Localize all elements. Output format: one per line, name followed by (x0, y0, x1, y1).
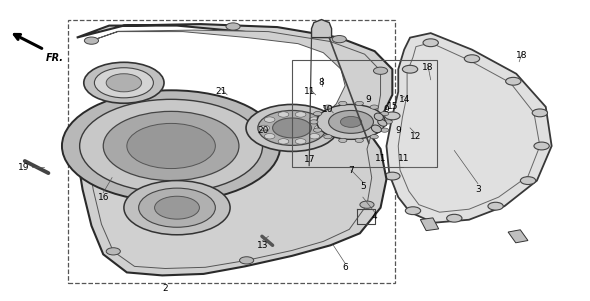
Text: 14: 14 (398, 95, 410, 104)
Circle shape (278, 139, 289, 144)
Text: 11: 11 (398, 154, 410, 163)
Circle shape (309, 134, 320, 139)
Circle shape (258, 110, 326, 145)
Text: 9: 9 (366, 95, 372, 104)
Text: 16: 16 (97, 193, 109, 202)
Text: 19: 19 (18, 163, 30, 172)
Circle shape (273, 118, 312, 138)
Circle shape (310, 120, 318, 124)
Circle shape (385, 172, 400, 180)
Text: 8: 8 (319, 78, 324, 87)
Circle shape (139, 188, 215, 227)
Text: 7: 7 (348, 166, 354, 175)
Polygon shape (312, 20, 332, 38)
Text: 15: 15 (386, 102, 398, 111)
Text: 2: 2 (162, 284, 168, 293)
Circle shape (103, 111, 239, 181)
Circle shape (106, 74, 142, 92)
Circle shape (246, 104, 338, 151)
Ellipse shape (374, 113, 384, 120)
Circle shape (370, 105, 378, 109)
Text: 21: 21 (215, 87, 227, 96)
Circle shape (240, 257, 254, 264)
Circle shape (532, 109, 548, 117)
Text: 11: 11 (304, 87, 316, 96)
Circle shape (155, 196, 199, 219)
Text: 10: 10 (322, 105, 333, 114)
Circle shape (360, 201, 374, 208)
Circle shape (506, 77, 521, 85)
Circle shape (264, 134, 275, 139)
Text: 17: 17 (304, 155, 316, 164)
Text: 6: 6 (342, 263, 348, 272)
Circle shape (106, 248, 120, 255)
Circle shape (80, 150, 94, 157)
Circle shape (402, 65, 418, 73)
Circle shape (309, 117, 320, 122)
Circle shape (355, 101, 363, 106)
Polygon shape (420, 218, 439, 231)
Circle shape (264, 117, 275, 122)
Circle shape (324, 135, 332, 139)
Text: 9: 9 (395, 126, 401, 135)
Circle shape (259, 125, 270, 131)
Circle shape (373, 67, 388, 74)
Text: 12: 12 (410, 132, 422, 141)
Text: 20: 20 (257, 126, 268, 135)
Text: 18: 18 (422, 63, 434, 72)
Text: 11: 11 (375, 154, 386, 163)
Circle shape (464, 55, 480, 63)
Text: 3: 3 (475, 185, 481, 194)
Ellipse shape (378, 119, 387, 126)
Circle shape (381, 128, 389, 132)
Text: 5: 5 (360, 182, 366, 191)
Circle shape (355, 138, 363, 142)
Circle shape (296, 112, 306, 117)
Text: 18: 18 (516, 51, 528, 60)
Circle shape (296, 139, 306, 144)
Circle shape (314, 125, 325, 131)
Circle shape (381, 112, 389, 116)
Text: 13: 13 (257, 241, 268, 250)
Polygon shape (386, 33, 552, 223)
Circle shape (84, 62, 164, 103)
Circle shape (317, 104, 385, 139)
Polygon shape (398, 43, 540, 212)
Circle shape (278, 112, 289, 117)
Circle shape (124, 181, 230, 235)
Circle shape (339, 101, 347, 106)
Circle shape (340, 116, 362, 127)
Polygon shape (77, 24, 392, 275)
Text: 9: 9 (384, 105, 389, 114)
Circle shape (405, 207, 421, 215)
Circle shape (94, 68, 153, 98)
Polygon shape (508, 230, 528, 243)
Circle shape (226, 23, 240, 30)
Circle shape (62, 90, 280, 202)
Circle shape (423, 39, 438, 47)
Bar (292, 60, 437, 167)
Circle shape (339, 138, 347, 142)
Circle shape (313, 128, 322, 132)
Circle shape (80, 99, 263, 193)
Circle shape (447, 214, 462, 222)
Circle shape (520, 177, 536, 185)
Circle shape (127, 123, 215, 169)
Circle shape (534, 142, 549, 150)
Text: FR.: FR. (46, 53, 64, 63)
Circle shape (324, 105, 332, 109)
Ellipse shape (372, 125, 381, 133)
Circle shape (313, 112, 322, 116)
Circle shape (384, 120, 392, 124)
Circle shape (385, 112, 400, 120)
Circle shape (488, 202, 503, 210)
Bar (68, 20, 395, 283)
Circle shape (370, 135, 378, 139)
Circle shape (84, 37, 99, 44)
Circle shape (329, 110, 373, 133)
Circle shape (332, 36, 346, 43)
Polygon shape (87, 30, 381, 268)
Text: 4: 4 (372, 212, 378, 221)
